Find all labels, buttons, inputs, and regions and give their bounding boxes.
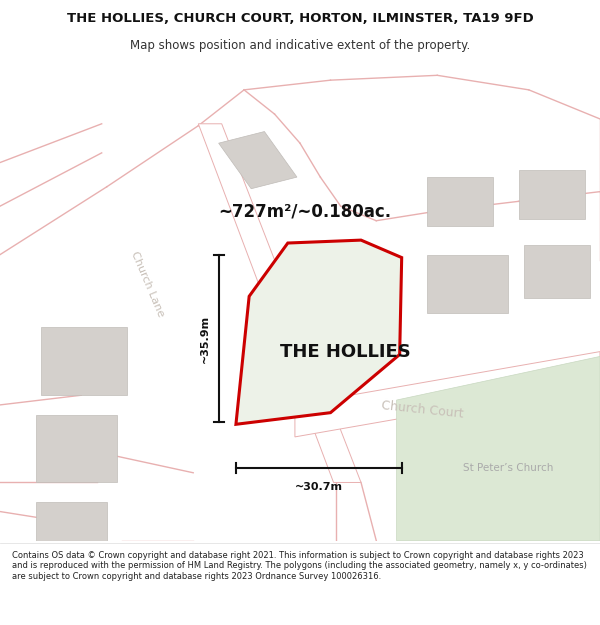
Polygon shape xyxy=(218,131,297,189)
Polygon shape xyxy=(199,124,361,483)
Text: Contains OS data © Crown copyright and database right 2021. This information is : Contains OS data © Crown copyright and d… xyxy=(12,551,587,581)
Bar xyxy=(518,171,585,219)
Bar xyxy=(427,254,508,313)
Text: Church Court: Church Court xyxy=(380,399,464,421)
Bar xyxy=(427,177,493,226)
Bar xyxy=(35,414,117,482)
Text: ~35.9m: ~35.9m xyxy=(199,314,209,362)
Polygon shape xyxy=(295,287,354,342)
Text: St Peter’s Church: St Peter’s Church xyxy=(463,463,554,473)
Bar xyxy=(35,502,107,541)
Text: Church Lane: Church Lane xyxy=(129,249,166,318)
Text: THE HOLLIES: THE HOLLIES xyxy=(280,342,411,361)
Polygon shape xyxy=(397,356,600,541)
Polygon shape xyxy=(236,240,401,424)
Bar xyxy=(524,245,590,298)
Bar xyxy=(41,328,127,395)
Text: ~727m²/~0.180ac.: ~727m²/~0.180ac. xyxy=(218,202,392,220)
Polygon shape xyxy=(295,352,600,437)
Text: ~30.7m: ~30.7m xyxy=(295,482,343,492)
Text: Map shows position and indicative extent of the property.: Map shows position and indicative extent… xyxy=(130,39,470,52)
Text: THE HOLLIES, CHURCH COURT, HORTON, ILMINSTER, TA19 9FD: THE HOLLIES, CHURCH COURT, HORTON, ILMIN… xyxy=(67,12,533,25)
